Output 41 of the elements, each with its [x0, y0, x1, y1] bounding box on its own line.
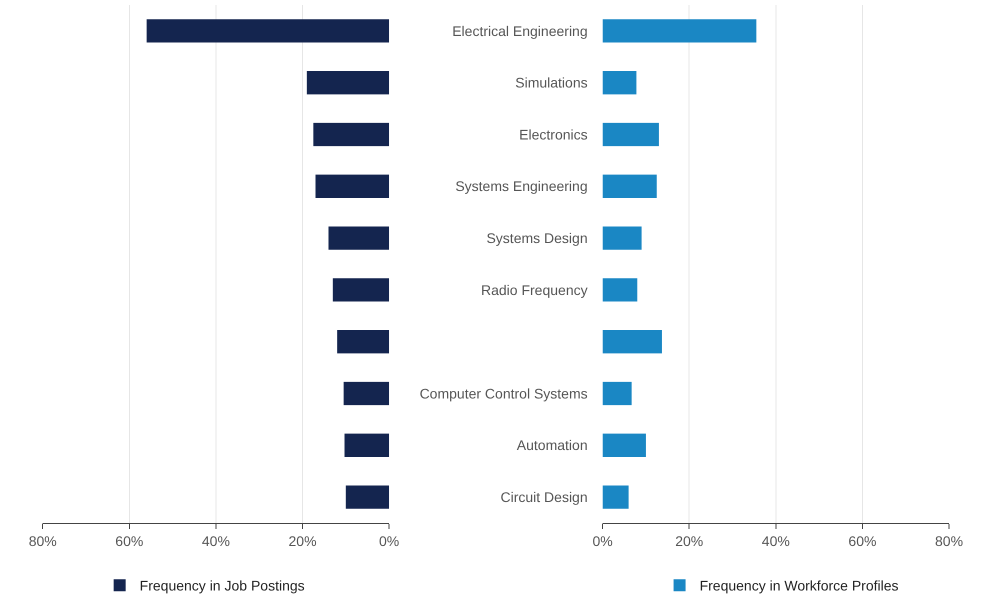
bar	[602, 174, 657, 198]
bar	[316, 174, 390, 198]
bar	[313, 122, 390, 146]
legend-label: Frequency in Workforce Profiles	[700, 578, 899, 594]
bar	[344, 382, 390, 406]
bar	[306, 71, 390, 94]
y-tick-label: Automation	[516, 437, 588, 454]
x-tick-label: 20%	[288, 532, 317, 549]
y-tick-label: Simulations	[515, 74, 588, 91]
y-tick-label: Radio Frequency	[481, 282, 588, 298]
x-tick-label: 40%	[762, 532, 790, 549]
y-tick-label: Electronics	[519, 126, 588, 142]
y-tick-label: Systems Engineering	[455, 178, 588, 194]
bar	[602, 278, 638, 302]
bar	[602, 330, 662, 354]
bar	[332, 278, 390, 302]
x-tick-label: 0%	[379, 532, 400, 549]
bar	[346, 485, 390, 509]
bar	[602, 19, 756, 43]
bar	[602, 226, 642, 250]
legend-label: Frequency in Job Postings	[140, 578, 305, 594]
bar	[602, 71, 636, 94]
bar	[337, 330, 390, 354]
bar	[602, 485, 629, 509]
bar	[602, 382, 632, 406]
x-tick-label: 40%	[202, 532, 230, 549]
y-tick-label: Computer Control Systems	[420, 385, 588, 402]
bar	[146, 19, 390, 43]
y-tick-label: Systems Design	[486, 230, 588, 246]
y-tick-label: Electrical Engineering	[452, 22, 588, 39]
x-tick-label: 60%	[115, 532, 144, 549]
y-tick-label: Circuit Design	[500, 489, 588, 505]
x-tick-label: 20%	[675, 532, 704, 549]
bar	[344, 434, 390, 457]
x-tick-label: 60%	[848, 532, 876, 549]
bar	[328, 226, 390, 250]
bar	[602, 434, 646, 457]
bar	[602, 122, 659, 146]
x-tick-label: 0%	[592, 532, 613, 549]
x-tick-label: 80%	[28, 532, 57, 549]
x-tick-label: 80%	[935, 532, 964, 549]
